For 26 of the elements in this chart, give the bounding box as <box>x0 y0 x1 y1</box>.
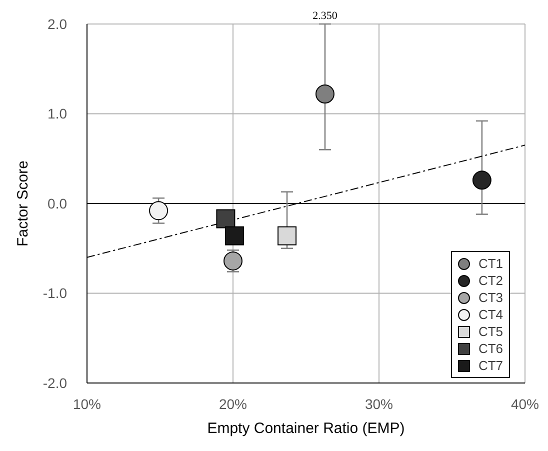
x-tick-label: 30% <box>364 396 394 412</box>
point <box>315 84 334 104</box>
x-axis-title: Empty Container Ratio (EMP) <box>207 420 405 437</box>
y-axis-title: Factor Score <box>14 160 32 246</box>
annotation: 2.350 <box>312 10 338 22</box>
legend-label: CT3 <box>478 290 503 305</box>
legend-label: CT6 <box>478 341 503 356</box>
y-tick-label: 0.0 <box>48 195 68 212</box>
x-tick-label: 40% <box>510 396 540 412</box>
y-tick-label: 2.0 <box>48 16 68 32</box>
legend-label: CT1 <box>478 256 503 271</box>
legend-label: CT5 <box>478 324 503 339</box>
point <box>224 226 244 246</box>
point <box>278 226 297 246</box>
legend-label: CT4 <box>478 307 503 322</box>
y-tick-label: -1.0 <box>42 285 68 302</box>
y-tick-label: 1.0 <box>48 106 68 122</box>
x-tick-label: 20% <box>218 396 248 412</box>
legend-label: CT2 <box>478 273 503 288</box>
point <box>472 170 492 190</box>
y-tick-label: -2.0 <box>42 374 68 391</box>
legend-label: CT7 <box>478 358 503 373</box>
point <box>216 209 236 228</box>
point <box>224 251 242 270</box>
x-tick-label: 10% <box>72 396 102 412</box>
point <box>149 201 168 220</box>
